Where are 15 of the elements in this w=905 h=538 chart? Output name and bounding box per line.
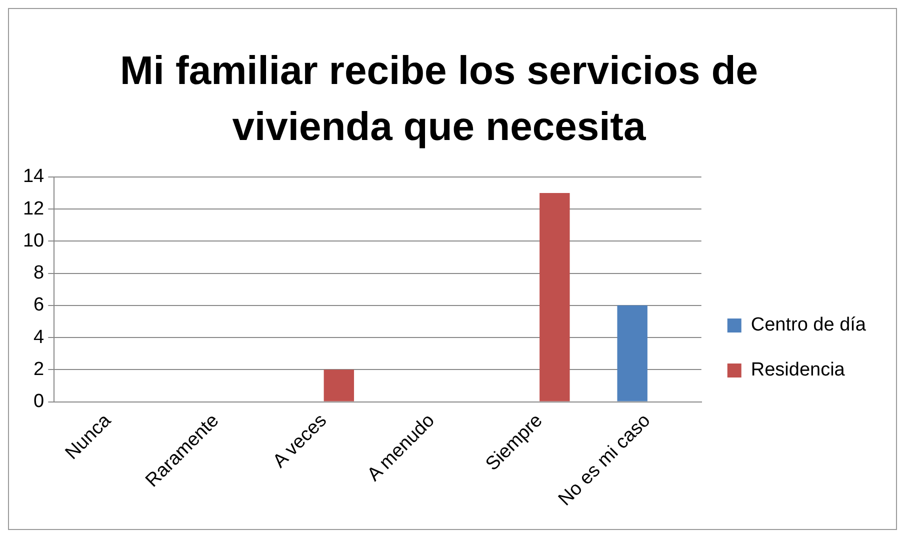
y-tick-label: 12	[22, 198, 44, 220]
y-tick-label: 4	[34, 326, 45, 348]
y-tick-label: 2	[34, 358, 44, 380]
y-tick-label: 8	[34, 262, 44, 284]
y-tick-label: 0	[34, 390, 44, 412]
y-tick-label: 14	[22, 166, 45, 188]
bar	[617, 305, 648, 402]
legend-label: Residencia	[750, 360, 846, 381]
y-tick-label: 6	[34, 294, 44, 316]
x-tick-label: No es mi caso	[554, 410, 655, 510]
y-tick-label: 10	[22, 230, 44, 252]
chart-title: Mi familiar recibe los servicios de vivienda que necesita	[118, 48, 760, 151]
bar	[540, 193, 570, 402]
bar	[324, 370, 354, 402]
legend-label: Centro de día	[750, 314, 866, 336]
